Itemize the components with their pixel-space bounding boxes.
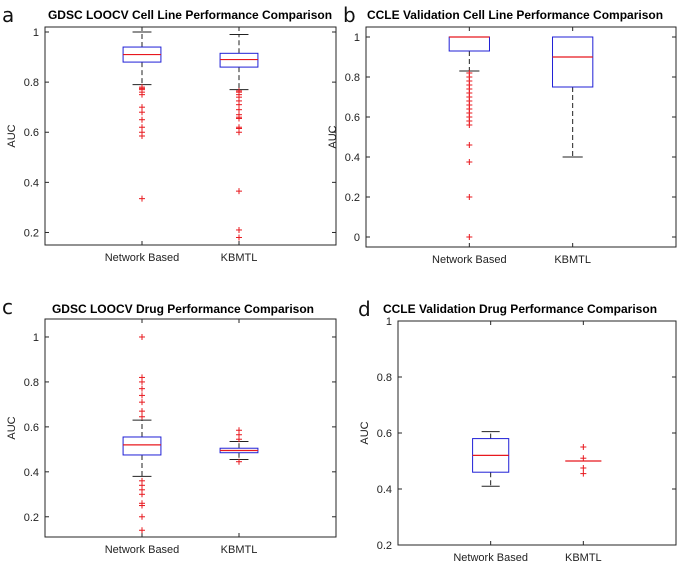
outlier-marker bbox=[139, 527, 145, 534]
outlier-marker bbox=[236, 129, 242, 136]
plot-area bbox=[44, 26, 337, 246]
plot-area bbox=[397, 320, 677, 546]
outlier-marker bbox=[580, 444, 587, 450]
outlier-marker bbox=[580, 465, 587, 471]
outlier-marker bbox=[236, 436, 242, 443]
y-tick-label: 1 bbox=[386, 316, 392, 328]
box-iqr bbox=[448, 36, 490, 52]
outlier-marker bbox=[139, 91, 145, 98]
panel-letter: b bbox=[343, 3, 356, 27]
y-axis-label: AUC bbox=[6, 416, 18, 439]
x-category-label: KBMTL bbox=[221, 544, 258, 556]
y-axis-label: AUC bbox=[359, 421, 371, 444]
y-tick-label: 0.2 bbox=[24, 512, 39, 524]
chart-title: CCLE Validation Cell Line Performance Co… bbox=[367, 8, 663, 22]
y-tick-label: 0.4 bbox=[345, 152, 360, 164]
y-tick-label: 0.6 bbox=[24, 127, 39, 139]
x-category-label: KBMTL bbox=[554, 254, 591, 266]
chart-title: GDSC LOOCV Drug Performance Comparison bbox=[52, 302, 314, 316]
box-iqr bbox=[219, 52, 259, 68]
outlier-marker bbox=[139, 333, 145, 340]
y-tick-label: 0.6 bbox=[345, 112, 360, 124]
outlier-marker bbox=[139, 116, 145, 123]
panel-letter: c bbox=[2, 295, 13, 319]
y-tick-label: 0.2 bbox=[377, 540, 392, 552]
outlier-marker bbox=[236, 106, 242, 113]
panel-a: a GDSC LOOCV Cell Line Performance Compar… bbox=[2, 3, 337, 264]
outlier-marker bbox=[139, 513, 145, 520]
outlier-marker bbox=[139, 133, 145, 139]
y-axis-label: AUC bbox=[6, 124, 18, 147]
x-category-label: KBMTL bbox=[565, 552, 602, 561]
x-category-label: Network Based bbox=[105, 252, 180, 264]
box-iqr bbox=[122, 436, 162, 456]
y-tick-label: 1 bbox=[33, 27, 39, 39]
x-category-label: KBMTL bbox=[221, 252, 258, 264]
outlier-marker bbox=[236, 188, 242, 195]
x-category-label: Network Based bbox=[432, 254, 507, 266]
outlier-marker bbox=[139, 109, 145, 116]
x-category-label: Network Based bbox=[453, 552, 528, 561]
outlier-marker bbox=[139, 502, 145, 509]
chart-title: CCLE Validation Drug Performance Compari… bbox=[383, 302, 657, 316]
outlier-marker bbox=[466, 234, 473, 240]
outlier-marker bbox=[139, 491, 145, 498]
outlier-marker bbox=[236, 101, 242, 108]
x-category-label: Network Based bbox=[105, 544, 180, 556]
outlier-marker bbox=[139, 385, 145, 392]
outlier-marker bbox=[466, 194, 473, 200]
y-tick-label: 0.8 bbox=[24, 377, 39, 389]
outlier-marker bbox=[466, 122, 473, 128]
outlier-marker bbox=[466, 159, 473, 165]
box-iqr bbox=[552, 36, 594, 88]
y-tick-label: 0.2 bbox=[24, 227, 39, 239]
panel-d: d CCLE Validation Drug Performance Compar… bbox=[358, 297, 677, 561]
outlier-marker bbox=[236, 234, 242, 241]
outlier-marker bbox=[139, 104, 145, 111]
outlier-marker bbox=[139, 408, 145, 415]
y-tick-label: 1 bbox=[33, 332, 39, 344]
outlier-marker bbox=[139, 378, 145, 385]
y-tick-label: 0.2 bbox=[345, 192, 360, 204]
outlier-marker bbox=[580, 455, 587, 462]
y-tick-label: 0.8 bbox=[345, 72, 360, 84]
outlier-marker bbox=[139, 413, 145, 420]
panel-letter: a bbox=[2, 3, 14, 27]
panel-b: b CCLE Validation Cell Line Performance C… bbox=[327, 3, 677, 266]
plot-area bbox=[365, 26, 677, 248]
outlier-marker bbox=[139, 392, 145, 399]
y-tick-label: 0 bbox=[354, 232, 360, 244]
plot-area bbox=[44, 318, 337, 538]
outlier-marker bbox=[236, 226, 242, 233]
y-tick-label: 0.4 bbox=[24, 177, 39, 189]
outlier-marker bbox=[139, 124, 145, 131]
outlier-marker bbox=[580, 470, 587, 477]
panel-letter: d bbox=[358, 297, 371, 321]
outlier-marker bbox=[139, 195, 145, 202]
outlier-marker bbox=[466, 142, 473, 148]
outlier-marker bbox=[236, 458, 242, 465]
y-tick-label: 0.8 bbox=[24, 77, 39, 89]
y-axis-label: AUC bbox=[327, 125, 339, 148]
y-tick-label: 0.6 bbox=[377, 428, 392, 440]
outlier-marker bbox=[139, 399, 145, 406]
y-tick-label: 0.4 bbox=[24, 467, 39, 479]
chart-title: GDSC LOOCV Cell Line Performance Compari… bbox=[48, 8, 332, 22]
y-tick-label: 0.6 bbox=[24, 422, 39, 434]
y-tick-label: 1 bbox=[354, 32, 360, 44]
y-tick-label: 0.8 bbox=[377, 372, 392, 384]
outlier-marker bbox=[236, 115, 242, 122]
y-tick-label: 0.4 bbox=[377, 484, 392, 496]
panel-c: c GDSC LOOCV Drug Performance Comparison 0… bbox=[2, 295, 337, 556]
